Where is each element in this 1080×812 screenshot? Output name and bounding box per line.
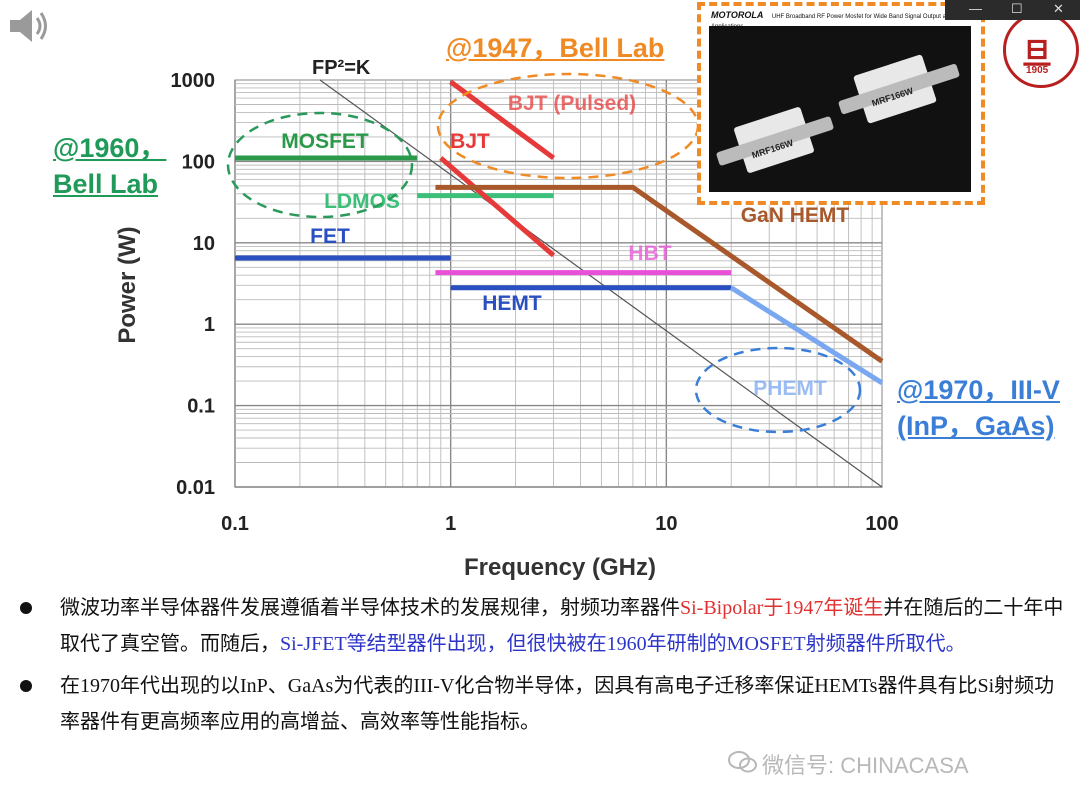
ellipse-1970 (694, 346, 862, 434)
motorola-photo: MOTOROLA UHF Broadband RF Power Mosfet f… (697, 2, 985, 205)
series-phemt (729, 285, 884, 386)
bullet-1-part-3: 并在随后的二十年中取代了真空管。而随后， (60, 597, 1064, 655)
bullet-dot (20, 602, 32, 614)
series-layer (235, 79, 884, 386)
x-axis-label: Frequency (GHz) (464, 554, 656, 581)
series-label: HBT (628, 242, 671, 265)
series-label: FET (310, 225, 350, 248)
annotation-1960: @1960， Bell Lab (53, 130, 166, 202)
y-tick-label: 0.1 (187, 396, 215, 418)
series-bjt-pulsed- (449, 79, 556, 161)
fudan-logo: 旦 1905 (1003, 12, 1079, 88)
wechat-icon (728, 751, 757, 773)
close-icon[interactable]: ✕ (1053, 1, 1064, 16)
bullet-item-1: 微波功率半导体器件发展遵循着半导体技术的发展规律，射频功率器件Si-Bipola… (20, 590, 1070, 662)
maximize-icon[interactable]: ☐ (1011, 1, 1023, 16)
photo-image: MRF166W MRF166W (709, 26, 971, 192)
x-tick-label: 10 (655, 513, 677, 535)
bullet-dot (20, 680, 32, 692)
bullet-1-part-4: Si-JFET等结型器件出现，但很快被在1960年研制的MOSFET射频器件所取… (280, 633, 966, 655)
annotation-1947: @1947，Bell Lab (446, 33, 665, 63)
y-tick-label: 1000 (171, 70, 216, 92)
bullet-1-part-1: 微波功率半导体器件发展遵循着半导体技术的发展规律，射频功率器件 (60, 597, 680, 619)
x-tick-label: 100 (865, 513, 898, 535)
power-frequency-chart: FP²=K MOSFET LDMOS FET BJT (Pulsed) BJT HBT HE… (114, 57, 899, 581)
y-tick-labels: 1000 100 10 1 0.1 0.01 (171, 70, 216, 499)
bullet-1-part-2: Si-Bipolar于1947年诞生 (680, 597, 884, 619)
annotation-1960-line2: Bell Lab (53, 169, 159, 199)
photo-header: MOTOROLA UHF Broadband RF Power Mosfet f… (711, 10, 973, 30)
logo-emblem: 旦 (1022, 38, 1052, 71)
photo-brand: MOTOROLA (711, 10, 764, 20)
series-label: BJT (450, 130, 490, 153)
minimize-icon[interactable]: — (969, 1, 982, 16)
series-label: MOSFET (281, 130, 369, 153)
annotation-1970-line1: @1970，III-V (897, 375, 1060, 405)
speaker-icon[interactable] (6, 6, 50, 46)
x-tick-label: 0.1 (221, 513, 249, 535)
series-label: BJT (Pulsed) (508, 92, 636, 115)
y-tick-label: 0.01 (176, 477, 215, 499)
ellipse-1960 (226, 111, 414, 219)
series-label: GaN HEMT (741, 204, 850, 227)
x-tick-labels: 0.1 1 10 100 (221, 513, 899, 535)
series-label: HEMT (482, 292, 542, 315)
ellipse-1947 (436, 72, 700, 180)
annotation-1960-line1: @1960， (53, 133, 167, 163)
y-tick-label: 100 (182, 151, 215, 173)
fp2-guide-line (319, 79, 883, 488)
guide-label: FP²=K (312, 57, 371, 79)
bullet-list: 微波功率半导体器件发展遵循着半导体技术的发展规律，射频功率器件Si-Bipola… (20, 590, 1070, 746)
annotation-1970-line2: (InP，GaAs) (897, 411, 1055, 441)
series-label: PHEMT (753, 377, 827, 400)
series-labels: MOSFET LDMOS FET BJT (Pulsed) BJT HBT HEMT PHEM… (281, 92, 849, 400)
x-tick-label: 1 (445, 513, 456, 535)
logo-year: 1905 (1026, 65, 1049, 76)
y-tick-label: 1 (204, 314, 215, 336)
y-axis-label: Power (W) (114, 226, 141, 343)
y-tick-label: 10 (193, 233, 215, 255)
watermark: 微信号: CHINACASA (762, 753, 969, 778)
series-label: LDMOS (324, 190, 400, 213)
series-gan-hemt (435, 184, 884, 364)
series-bjt (439, 156, 556, 258)
annotation-1970: @1970，III-V (InP，GaAs) (897, 372, 1060, 444)
window-controls-bar: — ☐ ✕ (945, 0, 1080, 20)
bullet-2-part-1: 在1970年代出现的以InP、GaAs为代表的III-V化合物半导体，因具有高电… (60, 675, 1055, 733)
bullet-item-2: 在1970年代出现的以InP、GaAs为代表的III-V化合物半导体，因具有高电… (20, 668, 1070, 740)
